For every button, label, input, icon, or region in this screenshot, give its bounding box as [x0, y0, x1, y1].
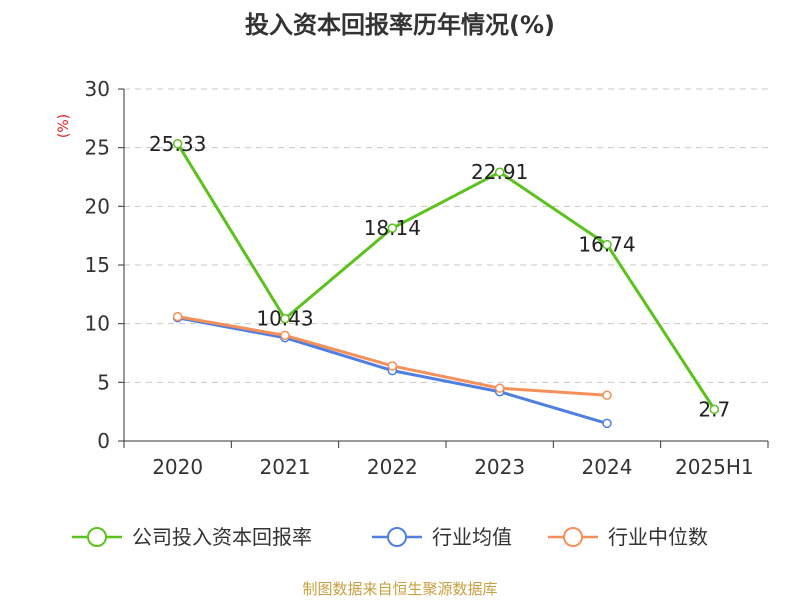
series-industry-median	[172, 311, 612, 400]
grid-lines	[124, 88, 768, 383]
data-point	[280, 330, 290, 341]
legend-item[interactable]: 行业均值	[372, 525, 512, 549]
data-point	[709, 404, 720, 415]
series-company-roic	[172, 139, 720, 415]
series-line	[176, 315, 609, 397]
y-tick-labels: 0 5 10 15 20 25 30	[85, 77, 110, 453]
data-label: 2.7	[698, 397, 730, 421]
y-axis-unit: (%)	[56, 114, 72, 138]
data-point	[172, 139, 183, 149]
legend-item[interactable]: 行业中位数	[548, 525, 708, 549]
data-point	[280, 313, 290, 324]
data-label: 10.43	[256, 307, 313, 331]
data-point	[602, 390, 612, 400]
y-tick-label: 0	[97, 429, 110, 453]
legend-label: 公司投入资本回报率	[132, 525, 312, 549]
data-labels: 25.33 10.43 18.14 22.91 16.74 2.7	[149, 132, 730, 422]
legend-swatch-marker	[387, 527, 407, 547]
x-tick-label: 2021	[260, 455, 311, 479]
y-tick-label: 5	[97, 370, 110, 394]
data-label: 25.33	[149, 132, 206, 156]
data-label: 22.91	[471, 160, 528, 184]
x-tick-label: 2023	[474, 455, 525, 479]
legend-swatch-marker	[87, 527, 107, 547]
y-tick-label: 25	[85, 136, 110, 160]
data-point	[387, 223, 398, 233]
x-tick-label: 2022	[367, 455, 418, 479]
series-lines	[172, 139, 720, 429]
x-tick-label: 2020	[152, 455, 203, 479]
data-label: 18.14	[364, 216, 421, 240]
chart-title: 投入资本回报率历年情况(%)	[245, 11, 555, 39]
x-tick-label: 2025H1	[675, 455, 754, 479]
y-tick-label: 10	[85, 312, 110, 336]
data-label: 16.74	[578, 233, 635, 257]
legend-label: 行业中位数	[608, 525, 708, 549]
legend-label: 行业均值	[432, 525, 512, 549]
data-point	[494, 383, 505, 393]
x-tick-label: 2024	[582, 455, 633, 479]
series-line	[176, 142, 716, 411]
y-tick-label: 30	[85, 77, 110, 101]
data-point	[494, 167, 505, 177]
data-point	[602, 418, 612, 429]
x-tick-labels: 2020 2021 2022 2023 2024 2025H1	[152, 455, 753, 479]
y-tick-label: 20	[85, 194, 110, 218]
legend-item[interactable]: 公司投入资本回报率	[72, 525, 312, 549]
data-point	[172, 311, 183, 322]
data-point	[387, 361, 398, 371]
source-note: 制图数据来自恒生聚源数据库	[302, 580, 497, 598]
legend[interactable]: 公司投入资本回报率 行业均值 行业中位数	[72, 525, 708, 549]
data-point	[602, 239, 612, 250]
legend-swatch-marker	[563, 527, 583, 547]
axes	[118, 88, 769, 448]
y-tick-label: 15	[85, 253, 110, 277]
